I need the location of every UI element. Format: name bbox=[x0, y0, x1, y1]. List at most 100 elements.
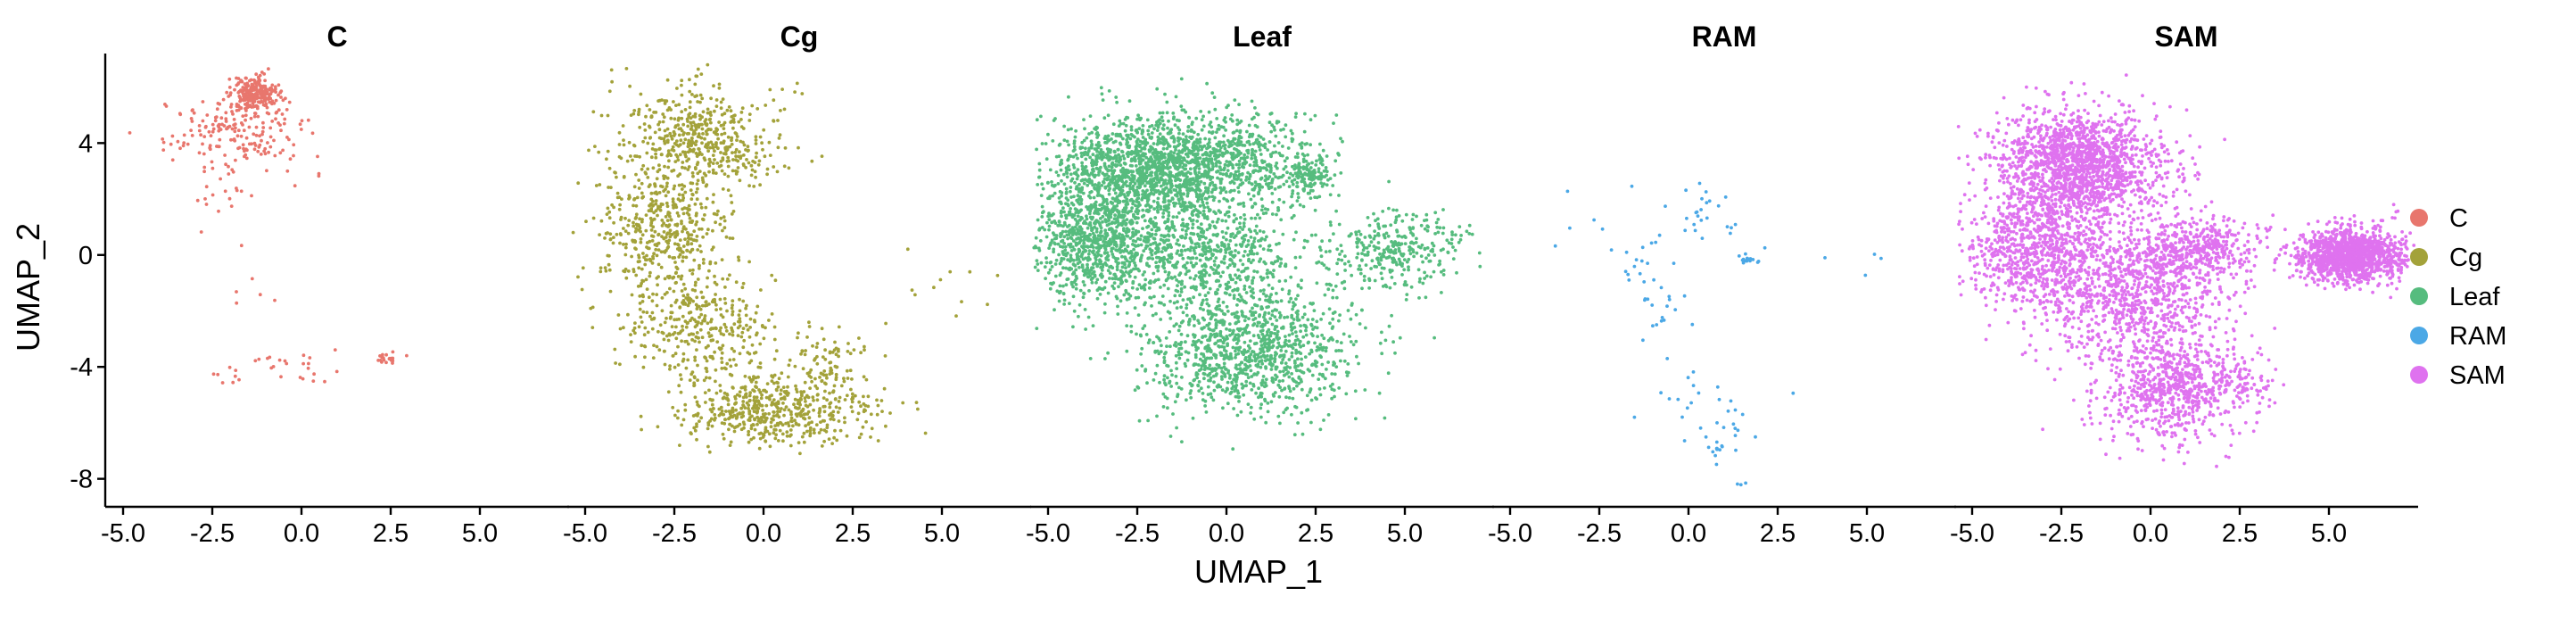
data-point bbox=[1284, 123, 1288, 128]
data-point bbox=[670, 137, 674, 141]
data-point bbox=[695, 307, 699, 310]
data-point bbox=[728, 273, 731, 277]
data-point bbox=[1163, 92, 1167, 96]
data-point bbox=[1283, 159, 1287, 163]
data-point bbox=[656, 425, 660, 429]
data-point bbox=[1183, 167, 1186, 171]
data-point bbox=[659, 137, 664, 141]
data-point bbox=[1129, 128, 1134, 132]
data-point bbox=[643, 128, 648, 132]
data-point bbox=[704, 401, 707, 404]
data-point bbox=[747, 112, 752, 116]
data-point bbox=[1099, 86, 1103, 90]
data-point bbox=[1163, 152, 1167, 156]
data-point bbox=[750, 168, 755, 172]
data-point bbox=[1172, 138, 1177, 142]
data-point bbox=[772, 119, 775, 123]
data-point bbox=[784, 421, 788, 426]
data-point bbox=[1166, 131, 1170, 136]
data-point bbox=[204, 124, 208, 128]
data-point bbox=[687, 310, 691, 315]
data-point bbox=[1066, 258, 1069, 262]
data-point bbox=[756, 162, 761, 167]
data-point bbox=[1066, 157, 1070, 161]
data-point bbox=[733, 169, 738, 173]
data-point bbox=[696, 411, 700, 416]
data-point bbox=[1339, 171, 1343, 175]
data-point bbox=[1094, 229, 1099, 234]
data-point bbox=[729, 109, 733, 113]
data-point bbox=[758, 361, 763, 365]
data-point bbox=[762, 128, 766, 132]
data-point bbox=[259, 153, 263, 156]
data-point bbox=[718, 328, 722, 333]
data-point bbox=[725, 108, 730, 112]
data-point bbox=[728, 411, 732, 416]
data-point bbox=[710, 248, 714, 252]
data-point bbox=[681, 122, 686, 127]
data-point bbox=[260, 100, 265, 104]
data-point bbox=[1184, 180, 1187, 185]
data-point bbox=[260, 87, 264, 91]
data-point bbox=[703, 137, 706, 141]
data-point bbox=[1168, 128, 1172, 133]
data-point bbox=[681, 141, 686, 145]
data-point bbox=[722, 131, 727, 136]
data-point bbox=[631, 158, 634, 162]
data-point bbox=[774, 402, 779, 405]
data-point bbox=[661, 331, 665, 335]
data-point bbox=[1038, 239, 1043, 243]
data-point bbox=[824, 382, 828, 386]
data-point bbox=[694, 128, 698, 131]
data-point bbox=[864, 419, 868, 424]
data-point bbox=[1137, 127, 1142, 131]
data-point bbox=[629, 333, 632, 336]
data-point bbox=[734, 172, 739, 176]
data-point bbox=[804, 400, 807, 403]
data-point bbox=[235, 301, 239, 305]
data-point bbox=[747, 406, 750, 410]
data-point bbox=[617, 207, 622, 211]
data-point bbox=[666, 190, 671, 195]
data-point bbox=[837, 354, 840, 359]
data-point bbox=[652, 252, 656, 256]
data-point bbox=[632, 109, 637, 112]
data-point bbox=[640, 320, 644, 324]
data-point bbox=[1201, 209, 1206, 213]
data-point bbox=[1247, 123, 1251, 128]
data-point bbox=[695, 437, 698, 442]
data-point bbox=[1086, 315, 1091, 319]
data-point bbox=[654, 111, 658, 114]
data-point bbox=[1186, 154, 1190, 159]
data-point bbox=[1189, 159, 1193, 163]
data-point bbox=[1135, 178, 1139, 183]
data-point bbox=[1053, 262, 1058, 266]
data-point bbox=[623, 245, 628, 250]
data-point bbox=[1151, 146, 1154, 151]
data-point bbox=[738, 352, 742, 356]
data-point bbox=[1062, 210, 1066, 214]
data-point bbox=[1206, 171, 1210, 175]
data-point bbox=[1144, 161, 1148, 165]
data-point bbox=[725, 309, 729, 313]
data-point bbox=[1115, 249, 1119, 253]
data-point bbox=[1130, 173, 1134, 178]
data-point bbox=[1044, 277, 1047, 280]
data-point bbox=[694, 280, 698, 285]
data-point bbox=[673, 301, 678, 304]
data-point bbox=[1153, 166, 1158, 170]
data-point bbox=[1165, 100, 1169, 104]
data-point bbox=[262, 90, 267, 95]
data-point bbox=[645, 104, 649, 108]
data-point bbox=[662, 236, 666, 241]
data-point bbox=[731, 333, 735, 337]
data-point bbox=[732, 413, 737, 418]
data-point bbox=[707, 269, 711, 273]
data-point bbox=[1155, 128, 1160, 133]
data-point bbox=[789, 410, 793, 414]
data-point bbox=[1160, 119, 1165, 123]
data-point bbox=[1058, 261, 1062, 266]
data-point bbox=[599, 269, 603, 274]
data-point bbox=[806, 422, 811, 426]
data-point bbox=[690, 93, 694, 96]
